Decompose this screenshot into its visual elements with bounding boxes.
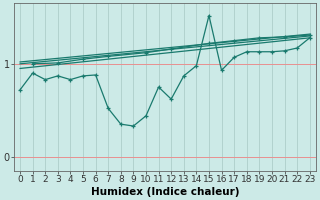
X-axis label: Humidex (Indice chaleur): Humidex (Indice chaleur) xyxy=(91,187,239,197)
